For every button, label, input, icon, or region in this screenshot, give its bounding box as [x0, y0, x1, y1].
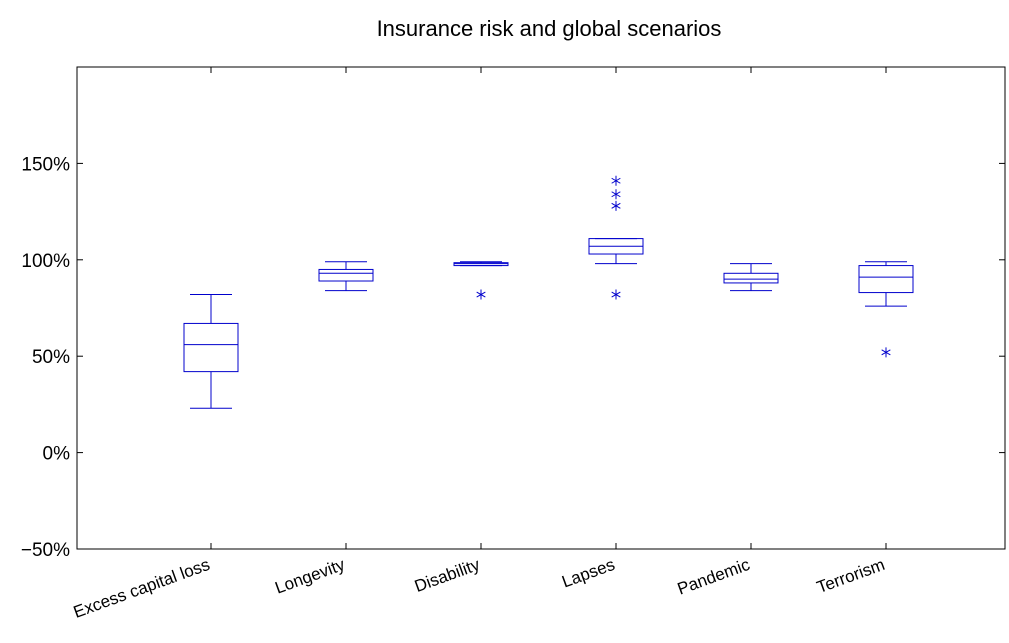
plot-frame — [76, 66, 1006, 550]
outlier-point — [881, 347, 891, 358]
y-tick-label: −50% — [21, 540, 70, 561]
box — [858, 265, 914, 294]
x-tick-label: Longevity — [272, 555, 347, 598]
outlier-point — [611, 189, 621, 200]
y-tick-label: 0% — [43, 444, 71, 465]
y-tick-label: 150% — [21, 154, 70, 175]
x-tick-label: Excess capital loss — [71, 555, 212, 622]
box-group — [453, 261, 509, 300]
chart-title: Insurance risk and global scenarios — [377, 16, 722, 41]
box-group — [723, 263, 779, 292]
x-tick-label: Terrorism — [814, 555, 887, 597]
x-tick-label: Pandemic — [675, 555, 753, 599]
box — [723, 272, 779, 284]
outlier-point — [476, 289, 486, 300]
y-axis: −50% 0% 50% 100% 150% — [21, 154, 1005, 561]
box-group — [183, 294, 239, 409]
outlier-point — [611, 200, 621, 211]
outlier-point — [611, 289, 621, 300]
y-tick-label: 100% — [21, 251, 70, 272]
boxes — [183, 175, 914, 409]
box — [183, 322, 239, 373]
x-tick-label: Lapses — [559, 555, 617, 592]
box — [318, 268, 374, 282]
box-group — [318, 261, 374, 292]
box-group — [858, 261, 914, 358]
outlier-point — [611, 175, 621, 186]
box-group — [588, 175, 644, 300]
y-tick-label: 50% — [32, 347, 70, 368]
x-tick-label: Disability — [412, 555, 483, 596]
